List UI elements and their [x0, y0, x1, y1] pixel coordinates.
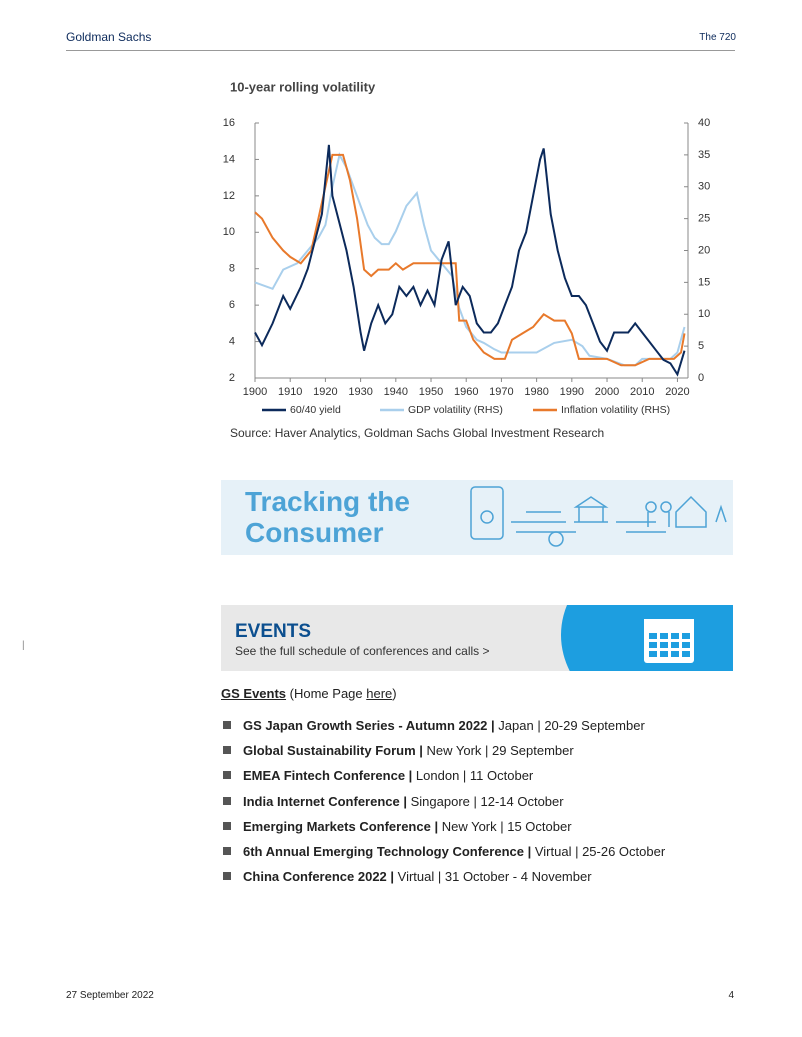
- margin-mark: |: [22, 640, 25, 651]
- text: (Home Page: [289, 686, 367, 701]
- y2-tick-label: 25: [698, 213, 710, 225]
- y2-tick-label: 5: [698, 340, 704, 352]
- event-details: New York | 29 September: [426, 743, 574, 759]
- events-subtitle: See the full schedule of conferences and…: [235, 644, 490, 658]
- event-item: China Conference 2022 | Virtual | 31 Oct…: [223, 869, 592, 884]
- x-tick-label: 1900: [243, 386, 267, 398]
- x-tick-label: 1930: [348, 386, 372, 398]
- y2-tick-label: 35: [698, 149, 710, 161]
- bullet: [223, 821, 231, 830]
- event-details: Japan | 20-29 September: [498, 718, 645, 733]
- y2-tick-label: 0: [698, 372, 704, 384]
- bullet: [223, 721, 231, 729]
- chart-title: 10-year rolling volatility: [230, 79, 376, 94]
- consumer-banner[interactable]: Tracking the Consumer: [221, 480, 733, 555]
- y-tick-label: 6: [229, 299, 235, 311]
- x-tick-label: 1910: [278, 386, 302, 398]
- x-tick-label: 1990: [560, 386, 584, 398]
- gs-events-line: GS Events (Home Page here): [221, 686, 397, 701]
- chart-source: Source: Haver Analytics, Goldman Sachs G…: [230, 426, 604, 440]
- y-tick-label: 16: [223, 117, 235, 129]
- event-details: Singapore | 12-14 October: [410, 793, 564, 809]
- x-tick-label: 2020: [665, 386, 689, 398]
- banner-line: Tracking the: [245, 486, 410, 517]
- series-line: [254, 144, 686, 377]
- event-name: EMEA Fintech Conference |: [243, 768, 413, 784]
- event-details: London | 11 October: [415, 768, 534, 784]
- y-tick-label: 14: [223, 153, 235, 165]
- events-banner[interactable]: EVENTS See the full schedule of conferen…: [221, 605, 733, 671]
- consumer-icons: [470, 486, 727, 547]
- event-details: Virtual | 25-26 October: [534, 844, 666, 859]
- y2-tick-label: 15: [698, 276, 710, 288]
- event-name: India Internet Conference |: [243, 793, 407, 809]
- legend-label: GDP volatility (RHS): [408, 404, 503, 416]
- bullet: [223, 771, 231, 780]
- x-tick-label: 1940: [384, 386, 408, 398]
- text: ): [392, 686, 397, 701]
- header-rule: [66, 50, 735, 51]
- bullet: [223, 872, 231, 881]
- event-name: China Conference 2022 |: [243, 869, 395, 885]
- x-tick-label: 2000: [595, 386, 619, 398]
- footer-date: 27 September 2022: [66, 990, 154, 1001]
- chart: 10-year rolling volatility Source: Haver…: [223, 79, 711, 440]
- event-name: Global Sustainability Forum |: [243, 743, 423, 759]
- legend-label: Inflation volatility (RHS): [561, 404, 670, 416]
- event-name: 6th Annual Emerging Technology Conferenc…: [243, 844, 532, 859]
- event-item: GS Japan Growth Series - Autumn 2022 | J…: [223, 718, 645, 733]
- y-tick-label: 8: [229, 263, 235, 275]
- event-item: Emerging Markets Conference | New York |…: [223, 819, 572, 834]
- x-tick-label: 1980: [524, 386, 548, 398]
- bullet: [223, 796, 231, 805]
- event-item: Global Sustainability Forum | New York |…: [223, 743, 574, 758]
- calendar-icon: [644, 619, 694, 663]
- y2-tick-label: 10: [698, 308, 710, 320]
- bullet: [223, 746, 231, 755]
- gs-events-link[interactable]: GS Events: [221, 686, 287, 701]
- y-tick-label: 4: [229, 335, 235, 347]
- legend-label: 60/40 yield: [290, 404, 341, 416]
- y2-tick-label: 40: [698, 117, 710, 129]
- event-item: 6th Annual Emerging Technology Conferenc…: [223, 844, 665, 859]
- y2-tick-label: 20: [698, 244, 710, 256]
- event-details: Virtual | 31 October - 4 November: [397, 869, 592, 885]
- event-name: Emerging Markets Conference |: [243, 818, 439, 834]
- event-item: EMEA Fintech Conference | London | 11 Oc…: [223, 768, 533, 783]
- x-tick-label: 2010: [630, 386, 654, 398]
- y2-tick-label: 30: [698, 181, 710, 193]
- page-number: 4: [728, 990, 734, 1001]
- series-line: [254, 153, 686, 367]
- bullet: [223, 847, 231, 855]
- events-title: EVENTS: [235, 621, 312, 642]
- series-line: [254, 152, 686, 367]
- event-item: India Internet Conference | Singapore | …: [223, 794, 564, 809]
- event-name: GS Japan Growth Series - Autumn 2022 |: [243, 718, 495, 733]
- x-tick-label: 1950: [419, 386, 443, 398]
- brand: Goldman Sachs: [66, 30, 152, 44]
- banner-line: Consumer: [245, 517, 384, 548]
- x-tick-label: 1970: [489, 386, 513, 398]
- y-tick-label: 2: [229, 372, 235, 384]
- event-details: New York | 15 October: [441, 818, 572, 834]
- x-tick-label: 1920: [313, 386, 337, 398]
- y-tick-label: 12: [223, 190, 235, 202]
- home-link[interactable]: here: [366, 686, 393, 701]
- x-tick-label: 1960: [454, 386, 478, 398]
- y-tick-label: 10: [223, 226, 235, 238]
- publication: The 720: [699, 32, 736, 43]
